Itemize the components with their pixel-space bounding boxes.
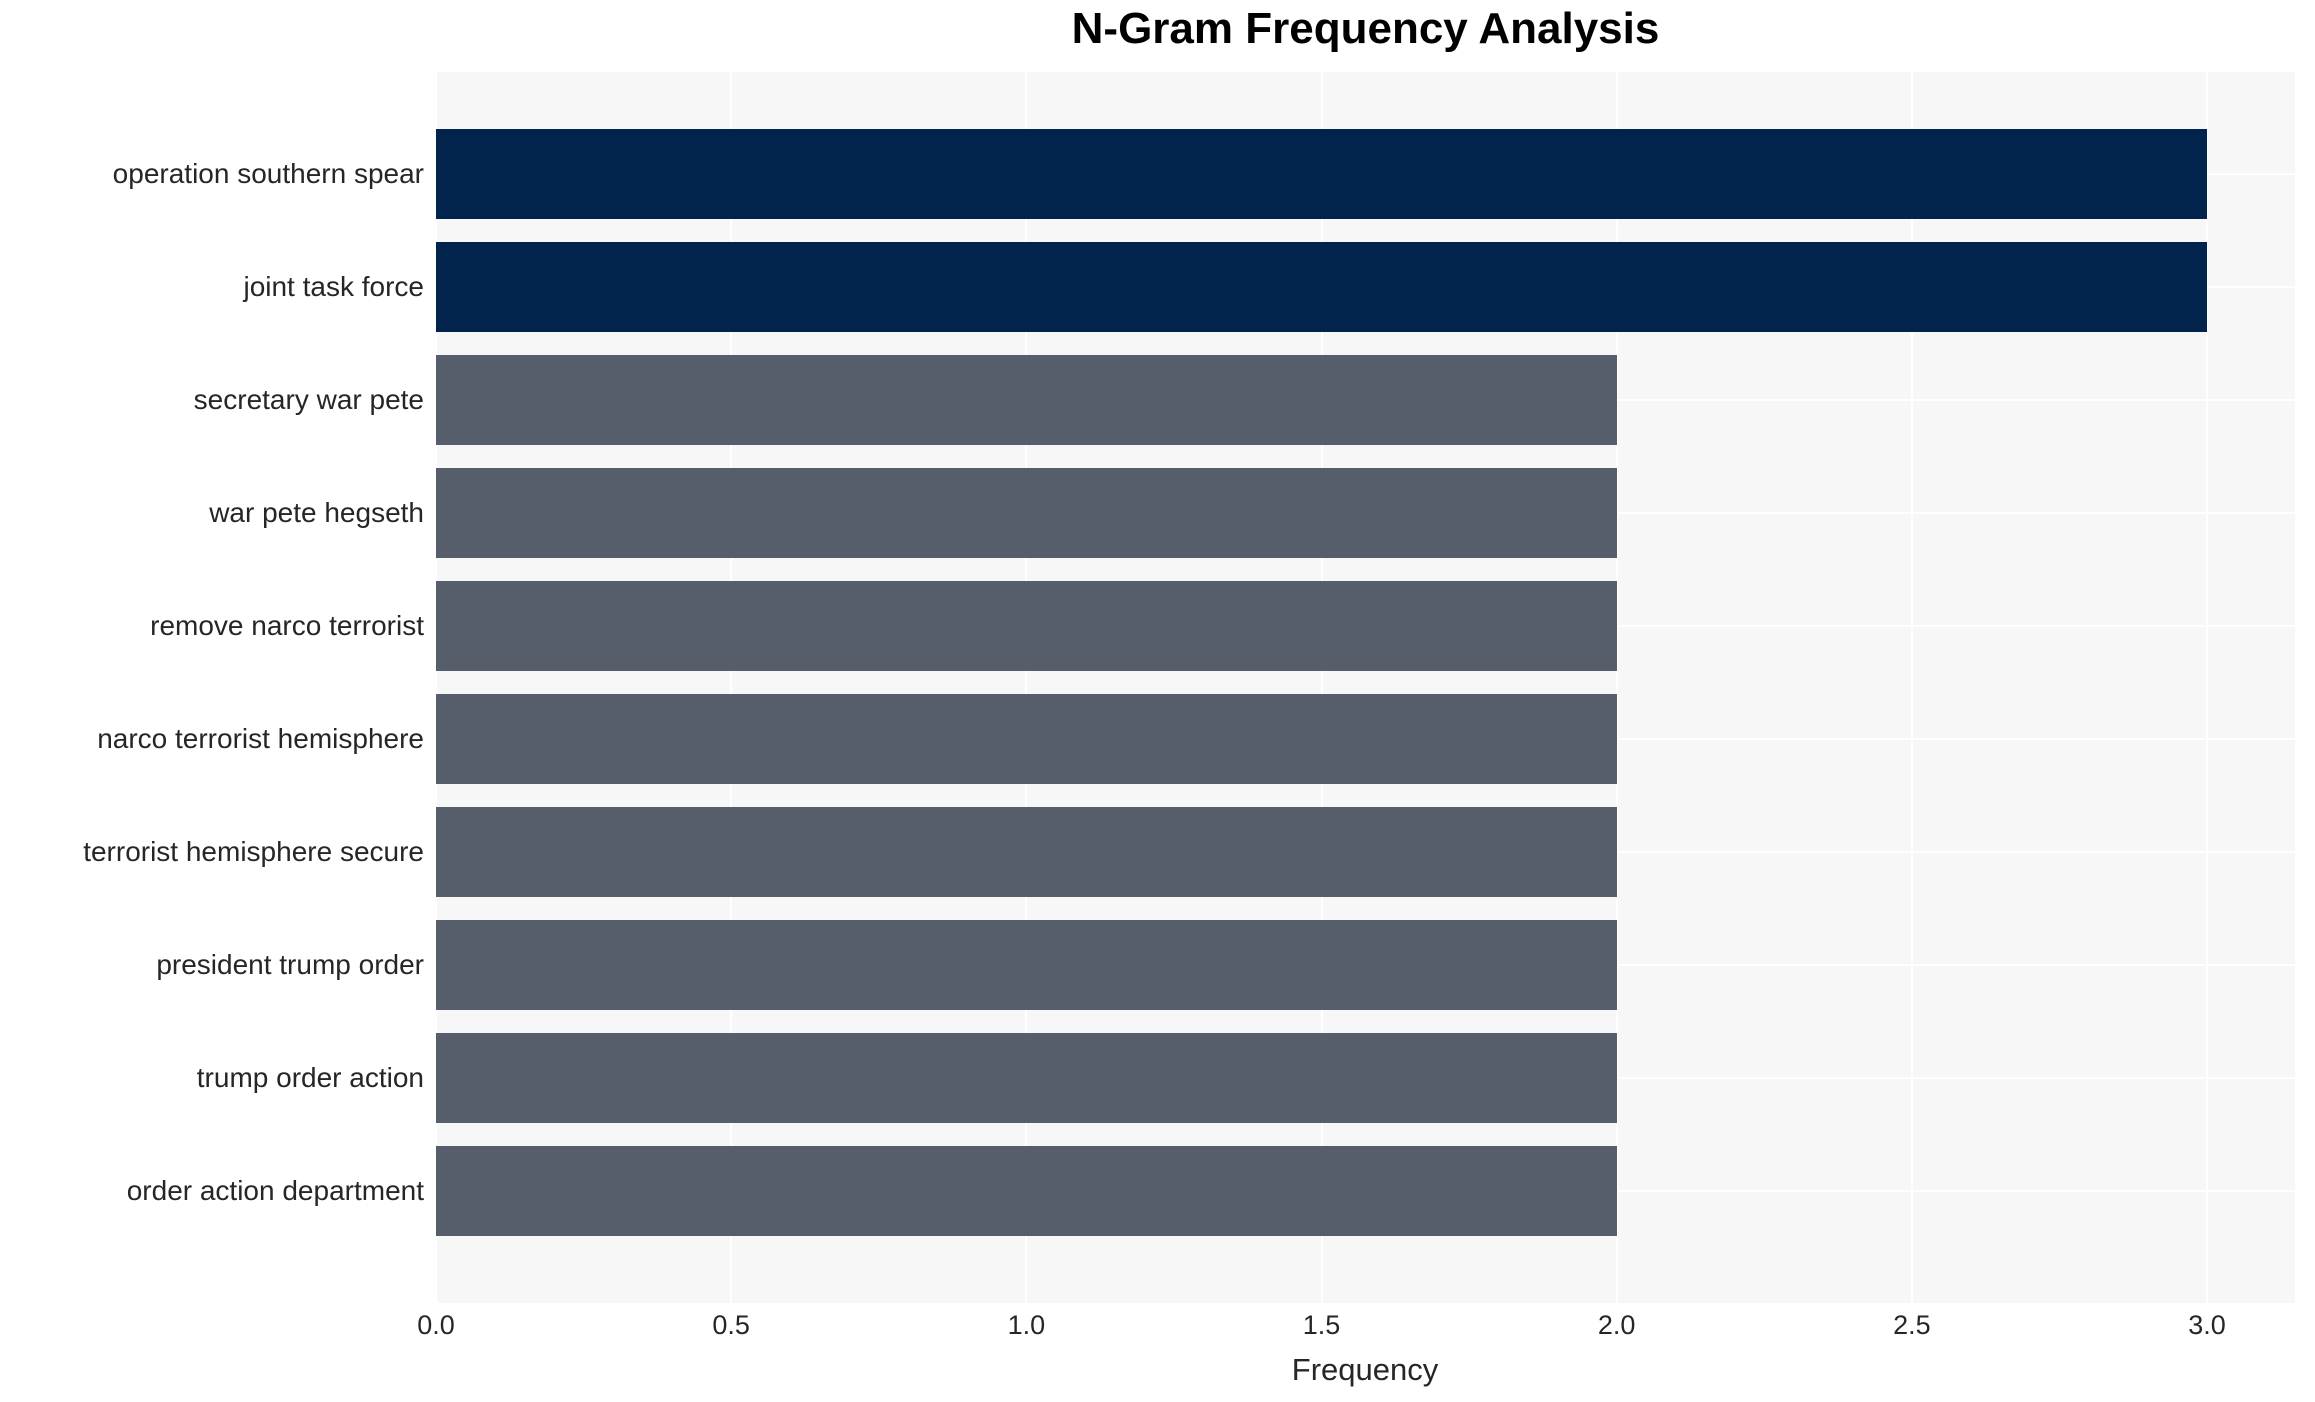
bar-row: operation southern spear (0, 117, 2315, 230)
bar (436, 580, 1617, 671)
bar (436, 128, 2208, 219)
bar (436, 1145, 1617, 1236)
category-label: war pete hegseth (209, 496, 424, 528)
x-tick-label: 2.5 (1893, 1310, 1931, 1340)
bar-row: remove narco terrorist (0, 569, 2315, 682)
x-tick-label: 1.0 (1007, 1310, 1046, 1340)
bar-row: trump order action (0, 1021, 2315, 1134)
x-tick-label: 0.0 (417, 1310, 455, 1340)
category-label: president trump order (156, 948, 424, 980)
bar-row: narco terrorist hemisphere (0, 682, 2315, 795)
bar-row: joint task force (0, 230, 2315, 343)
bar (436, 1032, 1617, 1123)
x-tick-label: 2.0 (1597, 1310, 1636, 1340)
x-tick-label: 1.5 (1302, 1310, 1341, 1340)
bar (436, 693, 1617, 784)
vertical-gridline (2206, 72, 2209, 1303)
bar (436, 354, 1617, 445)
x-axis-label: Frequency (1291, 1352, 1439, 1387)
bar-row: president trump order (0, 908, 2315, 1021)
vertical-gridline (435, 72, 437, 1303)
bar-row: secretary war pete (0, 343, 2315, 456)
vertical-gridline (1025, 72, 1028, 1303)
category-label: joint task force (243, 270, 424, 302)
bar (436, 241, 2208, 332)
category-label: operation southern spear (112, 157, 424, 189)
vertical-gridline (1320, 72, 1323, 1303)
category-label: trump order action (196, 1061, 424, 1093)
category-label: order action department (126, 1174, 424, 1206)
x-tick-label: 0.5 (712, 1310, 750, 1340)
chart-title: N-Gram Frequency Analysis (1071, 4, 1660, 53)
x-axis-ticks: 0.0 0.5 1.0 1.5 2.0 2.5 3.0 (0, 1310, 2315, 1346)
bar-row: terrorist hemisphere secure (0, 795, 2315, 908)
category-label: terrorist hemisphere secure (83, 835, 424, 867)
bar (436, 919, 1617, 1010)
vertical-gridline (1615, 72, 1618, 1303)
bar (436, 467, 1617, 558)
bar-rows-container: operation southern spear joint task force… (0, 72, 2315, 1303)
category-label: remove narco terrorist (150, 609, 424, 641)
bar (436, 806, 1617, 897)
category-label: narco terrorist hemisphere (97, 722, 424, 754)
vertical-gridline (1910, 72, 1913, 1303)
x-tick-label: 3.0 (2188, 1310, 2226, 1340)
bar-row: order action department (0, 1134, 2315, 1247)
vertical-gridline (730, 72, 733, 1303)
category-label: secretary war pete (193, 383, 424, 415)
bar-row: war pete hegseth (0, 456, 2315, 569)
